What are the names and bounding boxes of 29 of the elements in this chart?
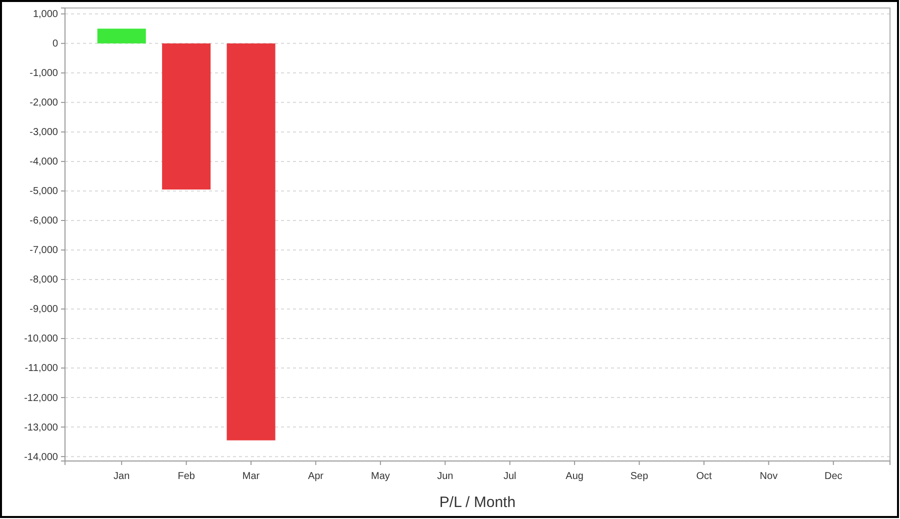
x-tick-label: Feb	[178, 471, 196, 482]
x-tick-label: Jan	[114, 471, 130, 482]
y-tick-label: -1,000	[30, 68, 58, 80]
y-tick-label: -10,000	[24, 334, 58, 345]
x-tick-label: Mar	[242, 471, 260, 482]
x-tick-label: Oct	[696, 471, 712, 482]
y-tick-label: -11,000	[24, 363, 58, 374]
y-tick-label: -14,000	[24, 452, 58, 463]
y-tick-label: -3,000	[30, 127, 58, 138]
x-tick-label: Jun	[437, 471, 454, 482]
y-tick-label: -2,000	[30, 98, 58, 109]
y-tick-label: -4,000	[30, 156, 58, 168]
y-tick-label: -6,000	[30, 216, 58, 227]
x-tick-label: Nov	[760, 471, 778, 482]
y-tick-label: 1,000	[32, 9, 58, 20]
y-tick-label: -5,000	[30, 186, 58, 198]
y-tick-label: -7,000	[30, 245, 58, 256]
x-tick-label: Sep	[630, 471, 649, 482]
x-tick-label: Aug	[566, 471, 584, 482]
y-tick-label: -9,000	[30, 304, 58, 316]
x-tick-label: Apr	[308, 471, 324, 482]
x-tick-label: Dec	[824, 471, 842, 482]
y-tick-label: 0	[52, 38, 58, 50]
x-axis-title: P/L / Month	[439, 494, 516, 511]
y-tick-label: -13,000	[24, 422, 58, 434]
x-tick-label: May	[370, 471, 390, 482]
y-tick-label: -12,000	[24, 392, 58, 404]
x-tick-label: Jul	[503, 471, 516, 482]
y-tick-label: -8,000	[30, 274, 58, 286]
